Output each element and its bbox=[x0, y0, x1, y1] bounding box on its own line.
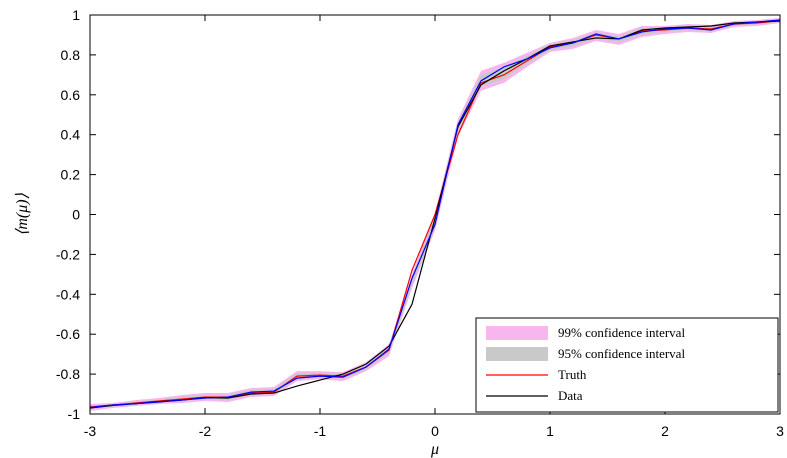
legend-label-data: Data bbox=[558, 388, 583, 403]
y-axis-ticks: -1 -0.8 -0.6 -0.4 -0.2 0 0.2 0.4 0.6 0.8 1 bbox=[56, 7, 780, 422]
x-tick-label: -2 bbox=[199, 423, 212, 439]
legend-label-95-confidence-interval: 95% confidence interval bbox=[558, 346, 685, 361]
y-tick-label: 1 bbox=[72, 7, 80, 23]
series-lines bbox=[89, 19, 781, 409]
legend-swatch-99-confidence-interval bbox=[486, 326, 548, 340]
x-axis-ticks: -3 -2 -1 0 1 2 3 bbox=[84, 15, 784, 439]
x-tick-label: 3 bbox=[776, 423, 784, 439]
y-tick-label: 0.6 bbox=[61, 87, 81, 103]
y-tick-label: 0.8 bbox=[61, 47, 81, 63]
x-tick-label: 0 bbox=[431, 423, 439, 439]
y-tick-label: -1 bbox=[68, 406, 81, 422]
x-axis-label: μ bbox=[430, 441, 439, 458]
x-tick-label: -3 bbox=[84, 423, 97, 439]
legend-label-truth: Truth bbox=[558, 367, 587, 382]
y-axis-label: ⟨m(μ)⟩ bbox=[14, 192, 31, 235]
legend-label-99-confidence-interval: 99% confidence interval bbox=[558, 325, 685, 340]
y-tick-label: -0.2 bbox=[56, 246, 80, 262]
x-tick-label: 2 bbox=[661, 423, 669, 439]
x-tick-label: -1 bbox=[314, 423, 327, 439]
legend-swatch-95-confidence-interval bbox=[486, 347, 548, 361]
y-tick-label: -0.4 bbox=[56, 286, 80, 302]
y-tick-label: -0.6 bbox=[56, 326, 80, 342]
y-tick-label: 0.4 bbox=[61, 127, 81, 143]
x-tick-label: 1 bbox=[546, 423, 554, 439]
plot-area: -3 -2 -1 0 1 2 3 -1 -0.8 -0.6 -0.4 -0.2 0 0.2 0.4 0.6 0… bbox=[56, 7, 784, 439]
y-tick-label: -0.8 bbox=[56, 366, 80, 382]
legend: 99% confidence interval 95% confidence in… bbox=[475, 317, 779, 413]
series-line-estimate bbox=[89, 19, 781, 409]
y-tick-label: 0 bbox=[72, 207, 80, 223]
y-tick-label: 0.2 bbox=[61, 167, 81, 183]
